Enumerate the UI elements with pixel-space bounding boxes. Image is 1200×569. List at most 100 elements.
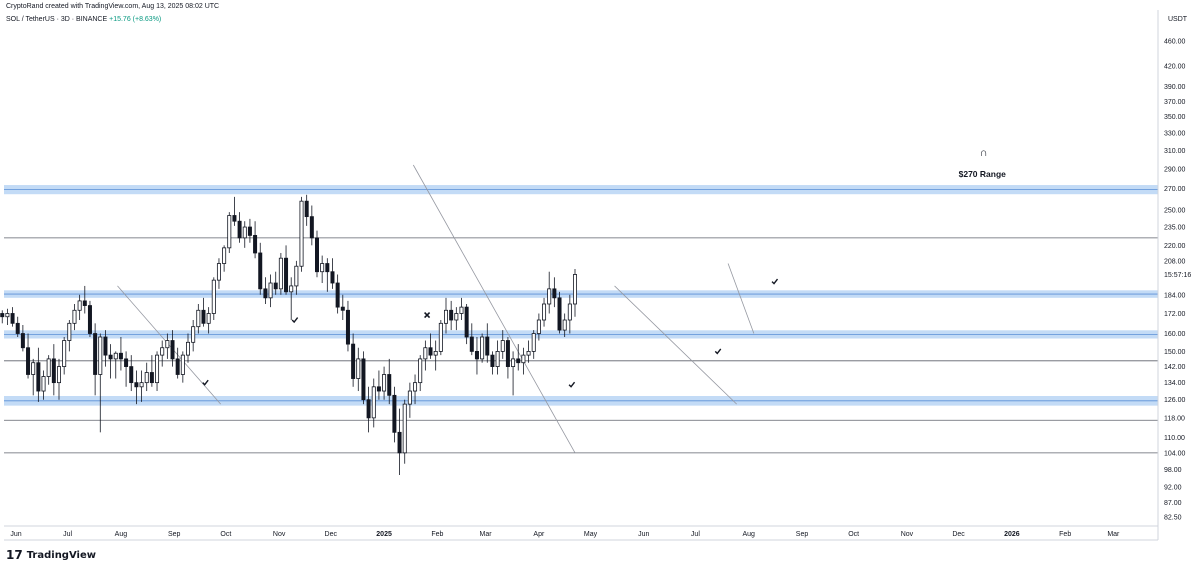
candle [345, 300, 350, 352]
candle-body [258, 252, 263, 290]
candle [371, 378, 376, 428]
candle [495, 340, 500, 375]
candle-body [309, 216, 314, 239]
candle [278, 252, 283, 295]
candle [330, 258, 335, 289]
candle [103, 330, 108, 367]
check-icon [568, 381, 576, 388]
candle-body [371, 386, 376, 419]
candle [526, 340, 531, 363]
candle-body [124, 358, 129, 367]
candle [46, 355, 51, 385]
candle-body [98, 336, 103, 375]
candle-body [46, 358, 51, 377]
candle-body [26, 347, 31, 375]
price-tick-label: 370.00 [1164, 99, 1186, 106]
candle [41, 370, 46, 400]
candle-body [536, 319, 541, 334]
candle [413, 374, 418, 405]
candle [516, 344, 521, 371]
candle-body [51, 358, 56, 384]
candle [294, 260, 299, 295]
candle-body [356, 358, 361, 379]
price-tick-label: 270.00 [1164, 186, 1186, 193]
candle-body [93, 333, 98, 375]
candle [124, 351, 129, 387]
candle-body [196, 309, 201, 328]
candle [469, 323, 474, 356]
candle-body [72, 309, 77, 324]
time-tick-label: Jul [63, 531, 72, 538]
candle-body [438, 322, 443, 352]
candle-body [407, 390, 412, 405]
price-change: +15.76 (+8.63%) [109, 16, 162, 23]
candle [449, 300, 454, 331]
candle [82, 285, 87, 314]
candle-body [206, 313, 211, 324]
time-tick-label: Mar [1107, 531, 1120, 538]
candle-body [567, 303, 572, 321]
time-tick-label: Dec [952, 531, 965, 538]
candle [26, 333, 31, 379]
candle [62, 337, 67, 375]
price-tick-label: 172.00 [1164, 311, 1186, 318]
markers [202, 278, 779, 388]
candle [57, 358, 61, 400]
horizontal-levels [4, 185, 1158, 454]
candle [531, 330, 536, 359]
candle [247, 218, 252, 243]
trendline [614, 285, 737, 405]
candle-body [216, 263, 221, 281]
candle [170, 330, 175, 367]
price-tick-label: 460.00 [1164, 39, 1186, 46]
candle-body [165, 340, 170, 349]
candle [454, 307, 459, 331]
price-tick-label: 126.00 [1164, 397, 1186, 404]
candle [10, 307, 15, 327]
candle [335, 274, 340, 314]
candle [521, 347, 526, 375]
candle-body [557, 297, 562, 331]
candle [351, 333, 356, 387]
time-tick-label: Mar [480, 531, 493, 538]
candle-body [41, 376, 46, 392]
candle-body [77, 300, 82, 311]
check-icon [771, 278, 779, 285]
candle-body [160, 347, 165, 356]
candle-body [444, 309, 448, 324]
range-annotation: $270 Range [958, 168, 1006, 179]
candle-body [67, 322, 72, 341]
candle [485, 323, 490, 363]
candle [5, 308, 10, 326]
tradingview-logo: 17 TradingView [6, 548, 96, 562]
candle-body [454, 313, 459, 321]
time-tick-label: Dec [325, 531, 338, 538]
candle-body [129, 366, 134, 384]
time-tick-label: Jun [10, 531, 21, 538]
price-tick-label: 184.00 [1164, 292, 1186, 299]
candle [227, 212, 232, 253]
candle [211, 277, 216, 321]
price-tick-label: 208.00 [1164, 258, 1186, 265]
candle [511, 351, 516, 396]
candle-body [108, 354, 113, 360]
trendline [727, 263, 755, 334]
header-credit: CryptoRand created with TradingView.com,… [6, 3, 220, 10]
candle [36, 347, 41, 402]
time-tick-label: Feb [1059, 531, 1071, 538]
candle [144, 362, 149, 392]
candle [253, 221, 258, 259]
candle [480, 333, 485, 363]
candle [536, 313, 541, 341]
candle [289, 277, 294, 321]
candle-body [10, 313, 15, 324]
logo-mark: 17 [6, 548, 23, 562]
candle [557, 291, 562, 334]
candle-body [330, 271, 335, 284]
price-tick-label: 310.00 [1164, 148, 1186, 155]
candle-body [490, 354, 495, 367]
candle [542, 297, 547, 327]
candle [392, 386, 397, 443]
candle [155, 351, 160, 392]
